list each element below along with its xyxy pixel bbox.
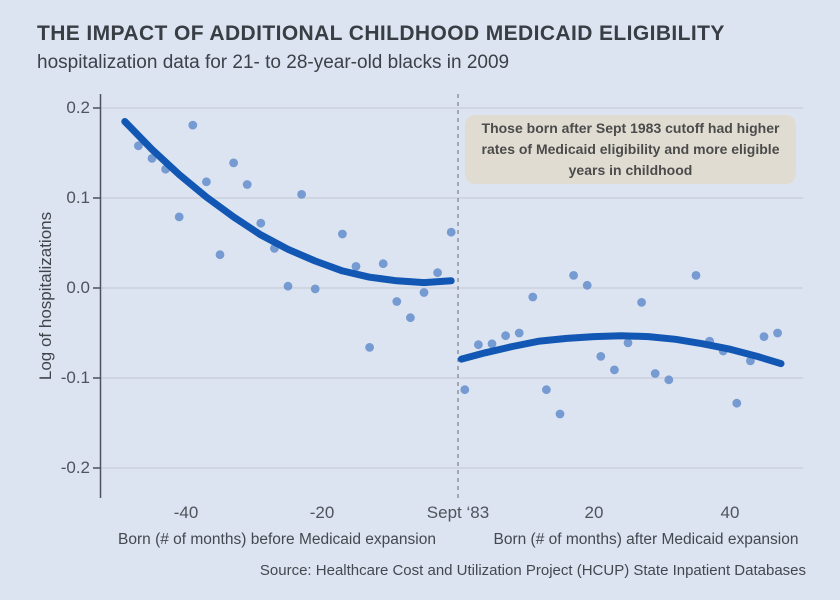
x-axis-caption-before: Born (# of months) before Medicaid expan… [118, 531, 436, 548]
y-tick-label: -0.1 [60, 368, 90, 387]
data-point [582, 280, 592, 290]
data-point [501, 331, 510, 341]
x-tick-label: -20 [309, 503, 335, 522]
data-point [134, 141, 143, 151]
data-point [419, 288, 429, 297]
annotation-box: Those born after Sept 1983 cutoff had hi… [465, 115, 796, 184]
fit-line [121, 118, 455, 287]
data-point [256, 218, 266, 228]
data-point [283, 281, 293, 291]
data-point [433, 268, 442, 278]
chart-title: THE IMPACT OF ADDITIONAL CHILDHOOD MEDIC… [37, 22, 725, 45]
source-credit: Source: Healthcare Cost and Utilization … [259, 562, 806, 579]
data-point [365, 343, 374, 352]
data-point [732, 398, 742, 408]
data-point [229, 158, 239, 168]
data-point [555, 409, 565, 419]
x-tick-label: 40 [720, 503, 740, 522]
x-tick-label: 20 [584, 503, 604, 522]
y-tick-label: 0.0 [66, 278, 90, 297]
y-tick-label: 0.1 [66, 188, 90, 207]
data-point [174, 212, 184, 222]
data-point [446, 227, 456, 237]
data-point [310, 284, 320, 294]
x-tick-label: -40 [173, 503, 199, 522]
data-point [691, 271, 701, 280]
data-point [297, 190, 306, 199]
chart-subtitle: hospitalization data for 21- to 28-year-… [37, 52, 510, 73]
data-point [664, 375, 674, 385]
data-point [637, 298, 646, 307]
data-point [202, 177, 211, 187]
data-point [773, 328, 782, 338]
annotation-text: Those born after Sept 1983 cutoff had hi… [481, 120, 780, 178]
fit-line [457, 332, 785, 368]
data-point [474, 340, 483, 350]
data-point [596, 352, 606, 361]
data-point [242, 180, 252, 189]
data-point [542, 385, 551, 395]
data-point [528, 292, 538, 302]
y-tick-label: 0.2 [66, 98, 90, 117]
x-axis-caption-after: Born (# of months) after Medicaid expans… [493, 531, 799, 548]
data-point [623, 338, 633, 348]
data-point [215, 250, 225, 260]
data-point [392, 297, 402, 306]
data-point [351, 262, 361, 271]
data-point [460, 385, 470, 395]
data-point [487, 339, 497, 349]
data-point [378, 259, 388, 269]
data-point [610, 365, 619, 375]
data-point [188, 120, 198, 130]
data-point [406, 313, 415, 323]
data-point [650, 369, 660, 378]
data-point [569, 271, 578, 280]
x-tick-label: Sept ‘83 [426, 503, 490, 522]
data-point [759, 332, 769, 341]
data-point [514, 328, 524, 338]
y-tick-label: -0.2 [60, 458, 90, 477]
data-point [338, 229, 347, 239]
